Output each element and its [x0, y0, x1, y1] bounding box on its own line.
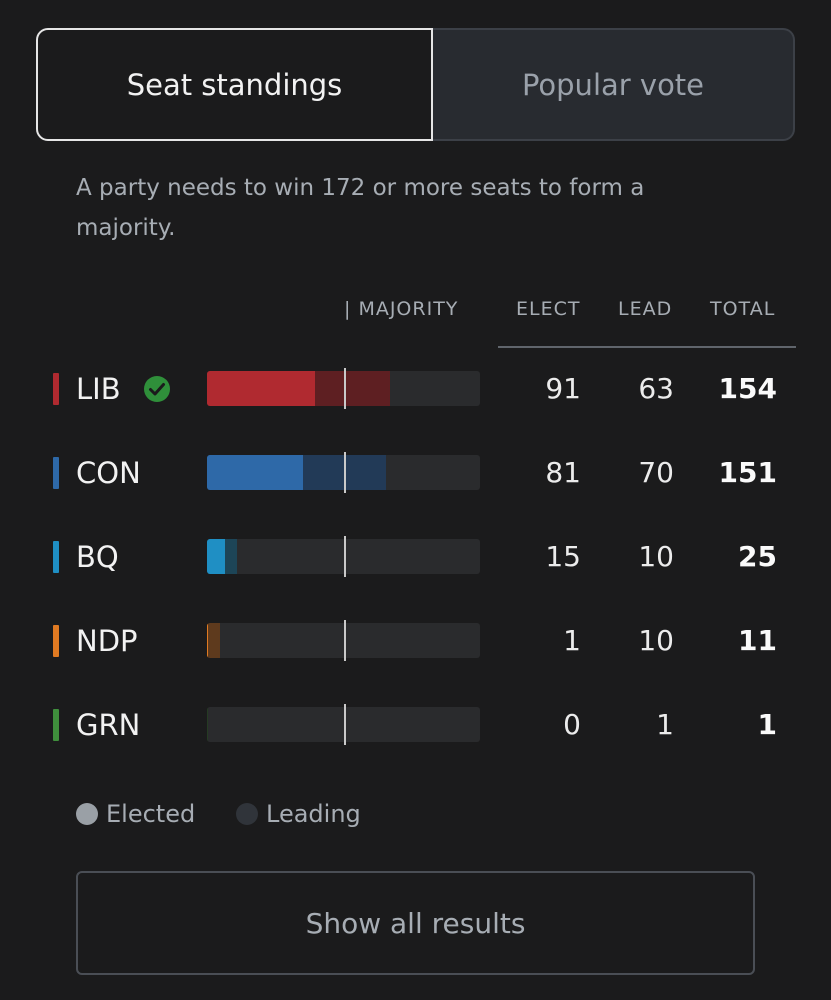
elect-count: 1 — [563, 624, 581, 657]
leading-dot-icon — [236, 803, 258, 825]
party-row-ndp: NDP 1 10 11 — [0, 620, 831, 662]
party-row-con: CON 81 70 151 — [0, 452, 831, 494]
party-name: NDP — [76, 624, 138, 658]
legend-leading-label: Leading — [266, 800, 361, 828]
party-row-lib: LIB 91 63 154 — [0, 368, 831, 410]
check-circle-icon — [144, 376, 170, 402]
tab-seat-standings[interactable]: Seat standings — [36, 28, 433, 141]
elected-dot-icon — [76, 803, 98, 825]
seat-bar — [207, 371, 480, 406]
total-count: 1 — [757, 708, 777, 741]
leading-bar-segment — [207, 623, 221, 658]
party-color-swatch — [53, 625, 59, 657]
leading-bar-segment — [207, 707, 209, 742]
party-row-grn: GRN 0 1 1 — [0, 704, 831, 746]
majority-marker — [344, 452, 346, 493]
seat-bar — [207, 623, 480, 658]
legend-elected-label: Elected — [106, 800, 196, 828]
seat-bar — [207, 539, 480, 574]
elected-bar-segment — [207, 539, 225, 574]
majority-marker — [344, 620, 346, 661]
lead-count: 63 — [638, 372, 674, 405]
total-count: 25 — [738, 540, 777, 573]
party-row-bq: BQ 15 10 25 — [0, 536, 831, 578]
seat-bar — [207, 707, 480, 742]
lead-count: 10 — [638, 540, 674, 573]
results-tabs: Seat standings Popular vote — [36, 28, 795, 141]
show-all-results-button[interactable]: Show all results — [76, 871, 755, 975]
header-divider — [498, 346, 796, 348]
majority-header: | MAJORITY — [344, 298, 459, 320]
majority-marker — [344, 368, 346, 409]
party-name: CON — [76, 456, 141, 490]
seat-bar — [207, 455, 480, 490]
party-name: BQ — [76, 540, 119, 574]
total-header: TOTAL — [710, 298, 776, 320]
legend-elected: Elected — [76, 798, 195, 830]
elect-header: ELECT — [516, 298, 581, 320]
elected-bar-segment — [207, 455, 304, 490]
elected-bar-segment — [207, 371, 315, 406]
party-color-swatch — [53, 373, 59, 405]
total-count: 151 — [718, 456, 777, 489]
lead-count: 10 — [638, 624, 674, 657]
total-count: 154 — [718, 372, 777, 405]
elect-count: 81 — [545, 456, 581, 489]
party-name: LIB — [76, 372, 121, 406]
majority-marker — [344, 704, 346, 745]
elect-count: 91 — [545, 372, 581, 405]
total-count: 11 — [738, 624, 777, 657]
elect-count: 15 — [545, 540, 581, 573]
elect-count: 0 — [563, 708, 581, 741]
party-color-swatch — [53, 541, 59, 573]
elected-bar-segment — [207, 623, 209, 658]
lead-count: 1 — [656, 708, 674, 741]
lead-header: LEAD — [618, 298, 673, 320]
legend-leading: Leading — [236, 798, 361, 830]
lead-count: 70 — [638, 456, 674, 489]
majority-marker — [344, 536, 346, 577]
party-color-swatch — [53, 709, 59, 741]
party-color-swatch — [53, 457, 59, 489]
tab-popular-vote[interactable]: Popular vote — [433, 28, 795, 141]
majority-note: A party needs to win 172 or more seats t… — [76, 175, 645, 241]
party-name: GRN — [76, 708, 141, 742]
